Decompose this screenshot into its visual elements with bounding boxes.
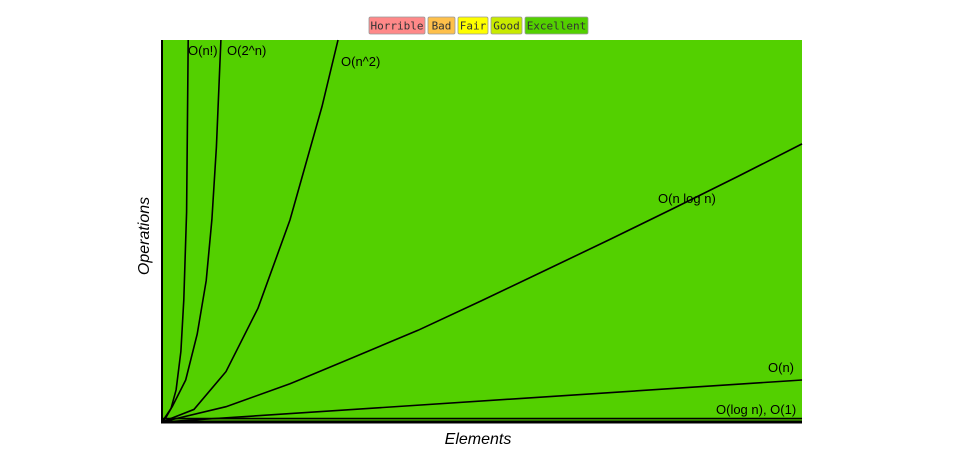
curve-labels: O(n!) O(2^n) O(n^2) O(n log n) O(n) O(log n),… — [188, 43, 796, 417]
complexity-regions — [162, 40, 802, 422]
legend-swatch-good — [490, 16, 523, 35]
curve-o-n-2 — [161, 39, 339, 423]
region-excellent — [162, 40, 802, 422]
y-axis-title: Operations — [136, 197, 153, 275]
legend: Horrible Bad Fair Good Excellent — [368, 16, 589, 35]
legend-label-excellent: Excellent — [527, 20, 587, 33]
curve-label-o-n-log-n: O(n log n) — [658, 191, 716, 206]
curve-o-n-log-n — [161, 143, 803, 423]
legend-swatch-excellent — [524, 16, 589, 35]
legend-item-bad: Bad — [427, 16, 456, 35]
legend-swatch-fair — [457, 16, 489, 35]
legend-label-good: Good — [493, 20, 520, 33]
curve-label-o-n-2: O(n^2) — [341, 54, 380, 69]
legend-item-excellent: Excellent — [524, 16, 589, 35]
complexity-curves — [161, 39, 803, 423]
legend-item-fair: Fair — [457, 16, 489, 35]
curve-label-o-n: O(n!) — [188, 43, 218, 58]
legend-label-horrible: Horrible — [371, 20, 424, 33]
curve-o-2-n — [161, 39, 222, 423]
legend-item-good: Good — [490, 16, 523, 35]
x-axis-title: Elements — [445, 431, 512, 448]
curve-o-n — [161, 379, 803, 423]
curve-label-o-n: O(n) — [768, 360, 794, 375]
legend-swatch-bad — [427, 16, 456, 35]
legend-swatch-horrible — [368, 16, 426, 35]
legend-label-bad: Bad — [432, 20, 452, 33]
axes — [161, 40, 802, 424]
curve-label-o-2-n: O(2^n) — [227, 43, 266, 58]
curve-label-o-log-n-o-1: O(log n), O(1) — [716, 402, 796, 417]
legend-label-fair: Fair — [460, 20, 487, 33]
legend-item-horrible: Horrible — [368, 16, 426, 35]
